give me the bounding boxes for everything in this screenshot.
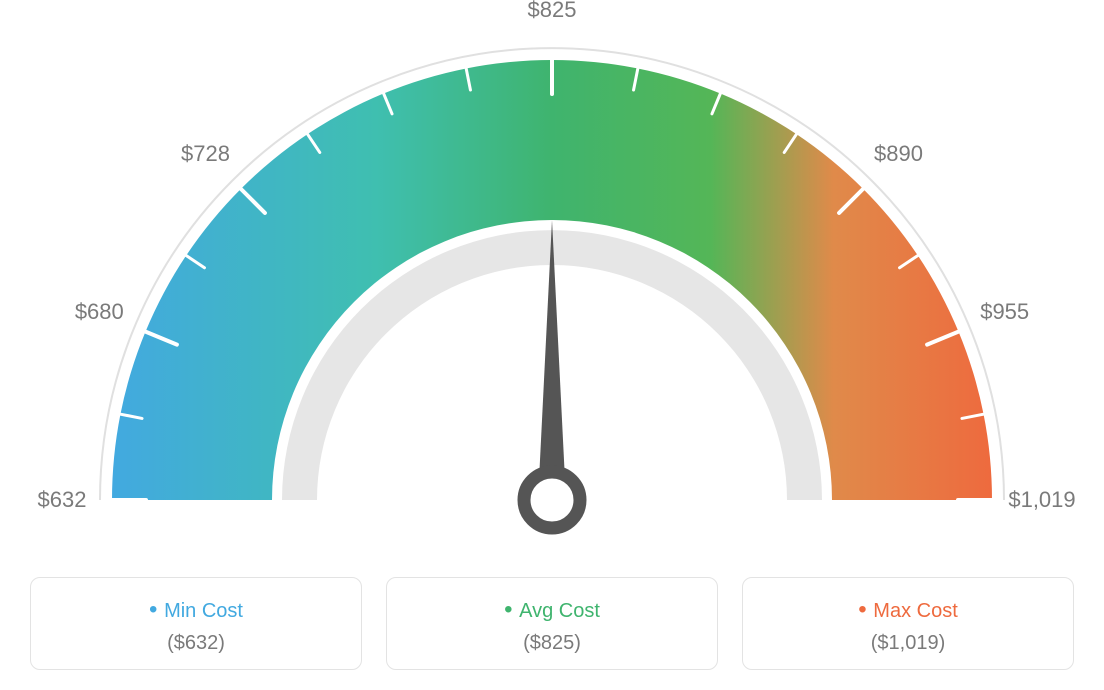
legend-title-avg: Avg Cost [397, 596, 707, 624]
gauge-tick-label: $1,019 [1008, 487, 1075, 513]
cost-gauge-chart: $632 $680 $728 $825 $890 $955 $1,019 Min Cost … [0, 0, 1104, 690]
gauge-tick-label: $728 [181, 141, 230, 167]
legend-value-max: ($1,019) [753, 632, 1063, 655]
gauge-svg [0, 0, 1104, 560]
gauge-needle-hub [524, 472, 580, 528]
legend-title-min: Min Cost [41, 596, 351, 624]
gauge-tick-label: $680 [75, 299, 124, 325]
legend-card-avg: Avg Cost ($825) [386, 577, 718, 670]
legend-title-max: Max Cost [753, 596, 1063, 624]
gauge-tick-label: $825 [528, 0, 577, 23]
gauge-tick-label: $955 [980, 299, 1029, 325]
legend-card-max: Max Cost ($1,019) [742, 577, 1074, 670]
legend-card-min: Min Cost ($632) [30, 577, 362, 670]
gauge-area: $632 $680 $728 $825 $890 $955 $1,019 [0, 0, 1104, 560]
gauge-tick-label: $632 [38, 487, 87, 513]
legend-value-min: ($632) [41, 632, 351, 655]
gauge-tick-label: $890 [874, 141, 923, 167]
legend-row: Min Cost ($632) Avg Cost ($825) Max Cost… [0, 577, 1104, 670]
legend-value-avg: ($825) [397, 632, 707, 655]
